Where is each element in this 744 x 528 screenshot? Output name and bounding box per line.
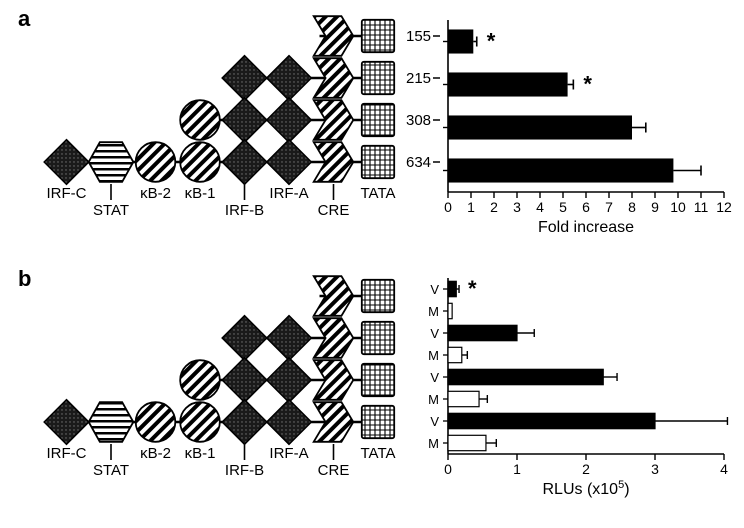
svg-text:215: 215 — [406, 70, 431, 87]
svg-text:κB-2: κB-2 — [140, 185, 171, 202]
panel-b: b IRF-C κB-2 κB-1 IRF-A TATA STAT IRF-B CRE 0 1 2 3 4… — [18, 266, 728, 498]
svg-text:CRE: CRE — [318, 462, 350, 479]
svg-text:IRF-B: IRF-B — [225, 462, 264, 479]
svg-text:3: 3 — [513, 199, 521, 215]
svg-text:V: V — [430, 414, 439, 429]
svg-text:κB-2: κB-2 — [140, 445, 171, 462]
svg-text:V: V — [430, 282, 439, 297]
svg-text:0: 0 — [444, 461, 452, 477]
svg-text:10: 10 — [670, 199, 686, 215]
svg-text:11: 11 — [694, 199, 709, 215]
svg-text:IRF-A: IRF-A — [269, 185, 308, 202]
svg-text:IRF-B: IRF-B — [225, 202, 264, 219]
panel-a: aIRF-CκB-2κB-1IRF-ATATASTATIRF-BCRE15521… — [18, 6, 732, 236]
svg-text:*: * — [468, 276, 477, 301]
svg-text:M: M — [428, 304, 439, 319]
svg-text:M: M — [428, 348, 439, 363]
svg-text:1: 1 — [513, 461, 521, 477]
svg-text:TATA: TATA — [361, 185, 396, 202]
svg-text:9: 9 — [651, 199, 659, 215]
svg-text:12: 12 — [716, 199, 732, 215]
svg-text:4: 4 — [536, 199, 544, 215]
svg-text:8: 8 — [628, 199, 636, 215]
svg-text:*: * — [487, 29, 496, 54]
svg-text:κB-1: κB-1 — [185, 185, 216, 202]
svg-text:TATA: TATA — [361, 445, 396, 462]
svg-text:V: V — [430, 326, 439, 341]
svg-text:RLUs (x105): RLUs (x105) — [542, 479, 629, 498]
svg-text:Fold increase: Fold increase — [538, 219, 634, 236]
svg-text:*: * — [583, 72, 592, 97]
svg-text:2: 2 — [490, 199, 498, 215]
svg-text:155: 155 — [406, 28, 431, 45]
svg-text:1: 1 — [467, 199, 475, 215]
svg-text:7: 7 — [605, 199, 613, 215]
svg-text:V: V — [430, 370, 439, 385]
svg-text:κB-1: κB-1 — [185, 445, 216, 462]
svg-text:a: a — [18, 6, 31, 31]
svg-text:IRF-C: IRF-C — [47, 185, 87, 202]
svg-text:2: 2 — [582, 461, 590, 477]
svg-text:M: M — [428, 392, 439, 407]
svg-text:IRF-C: IRF-C — [47, 445, 87, 462]
figure-svg: aIRF-CκB-2κB-1IRF-ATATASTATIRF-BCRE15521… — [0, 0, 744, 528]
svg-text:5: 5 — [559, 199, 567, 215]
svg-text:634: 634 — [406, 154, 431, 171]
figure-container: aIRF-CκB-2κB-1IRF-ATATASTATIRF-BCRE15521… — [0, 0, 744, 528]
svg-text:IRF-A: IRF-A — [269, 445, 308, 462]
svg-text:STAT: STAT — [93, 462, 129, 479]
svg-text:6: 6 — [582, 199, 590, 215]
svg-text:0: 0 — [444, 199, 452, 215]
svg-text:308: 308 — [406, 112, 431, 129]
svg-text:4: 4 — [720, 461, 728, 477]
svg-text:M: M — [428, 436, 439, 451]
svg-text:3: 3 — [651, 461, 659, 477]
svg-text:CRE: CRE — [318, 202, 350, 219]
svg-text:STAT: STAT — [93, 202, 129, 219]
svg-text:b: b — [18, 266, 31, 291]
